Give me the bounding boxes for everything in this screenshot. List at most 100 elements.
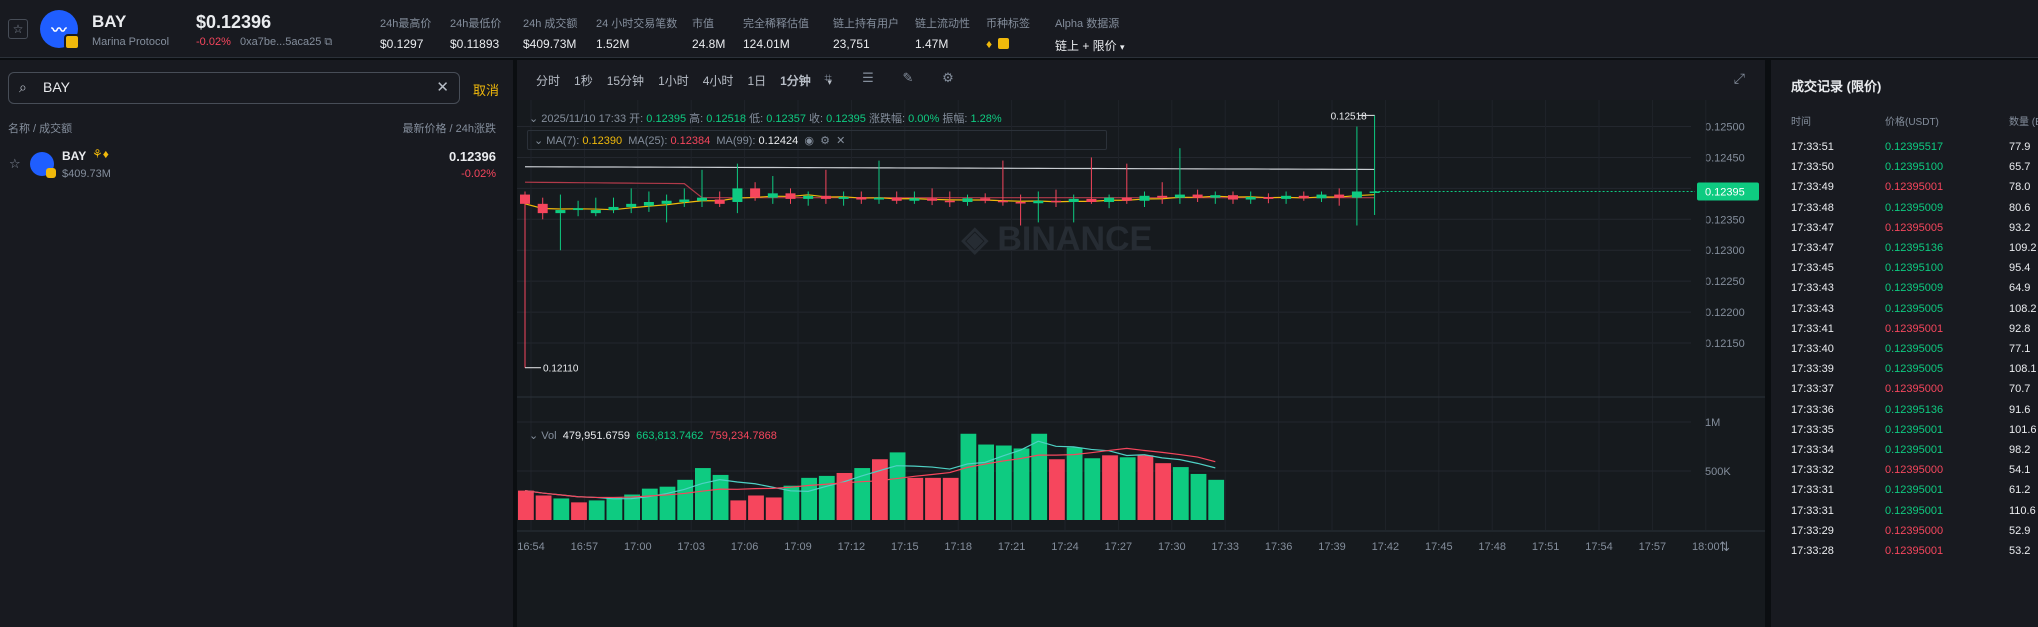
volume-bar: [1119, 457, 1136, 520]
trade-amount: 93.2: [2009, 221, 2031, 234]
volume-label: Vol: [541, 430, 557, 442]
trade-row: 17:33:31 0.12395001 61.2: [1791, 482, 2038, 500]
token-logo-glyph-icon: 〰: [51, 21, 67, 39]
trade-amount: 52.9: [2009, 524, 2031, 537]
volume-bar: [1102, 455, 1118, 520]
list-header-price[interactable]: 最新价格 / 24h涨跌: [402, 123, 496, 135]
trade-price: 0.12395000: [1885, 524, 1944, 537]
drawing-tools-icon[interactable]: ✎: [902, 70, 914, 85]
candle-body: [661, 200, 672, 204]
ohlc-open-label: 开:: [629, 113, 644, 125]
time-tick-label: 17:39: [1318, 541, 1346, 553]
stat-holders: 链上持有用户 23,751: [833, 15, 899, 51]
volume-bar: [1172, 467, 1189, 520]
stat-value: 124.01M: [743, 37, 790, 51]
trade-row: 17:33:35 0.12395001 101.6: [1791, 422, 2038, 440]
favorite-star-icon[interactable]: ☆: [8, 19, 28, 39]
time-tick-label: 17:03: [677, 541, 705, 553]
close-icon[interactable]: ✕: [836, 135, 846, 147]
fullscreen-icon[interactable]: ⤢: [1733, 70, 1745, 86]
stat-fdv: 完全稀释估值 124.01M: [743, 15, 809, 51]
stat-data-source[interactable]: Alpha 数据源 链上 + 限价 ▾: [1055, 15, 1125, 54]
ohlc-close-label: 收:: [809, 113, 824, 125]
candle-body: [626, 203, 637, 207]
visibility-icon[interactable]: ◉: [804, 135, 815, 147]
chart-type-icon[interactable]: ⌗: [824, 70, 832, 85]
candlestick-chart[interactable]: 0.125000.124500.124000.123500.123000.122…: [517, 100, 1765, 627]
candle-body: [1245, 197, 1256, 200]
candle-body: [1263, 197, 1274, 199]
candle-body: [820, 195, 831, 199]
tab-1s[interactable]: 1秒: [574, 74, 593, 88]
chart-area[interactable]: 0.125000.124500.124000.123500.123000.122…: [517, 100, 1765, 627]
price-tick-label: 0.12250: [1705, 276, 1745, 288]
ma25-value: 0.12384: [670, 135, 711, 147]
stat-24h-trades: 24 小时交易笔数 1.52M: [596, 15, 677, 51]
stat-label: 链上流动性: [915, 18, 970, 30]
volume-bar: [641, 488, 658, 520]
tab-4h[interactable]: 4小时: [702, 74, 734, 88]
volume-bar: [677, 479, 694, 520]
list-header-name[interactable]: 名称 / 成交额: [8, 123, 73, 135]
interval-tabs: 分时 1秒 15分钟 1小时 4小时 1日 1分钟 ▾: [536, 72, 860, 89]
volume-ma10-value: 759,234.7868: [709, 430, 777, 442]
tab-1m-dropdown[interactable]: 1分钟 ▾: [780, 72, 846, 89]
tab-15m[interactable]: 15分钟: [606, 74, 645, 88]
trade-row: 17:33:29 0.12395000 52.9: [1791, 523, 2038, 541]
stat-tags: 币种标签 ♦: [986, 15, 1030, 51]
contract-address[interactable]: 0xa7be...5aca25 ⧉: [240, 36, 332, 49]
trade-time: 17:33:29: [1791, 524, 1834, 537]
settings-icon[interactable]: ⚙: [942, 70, 954, 85]
tab-1d[interactable]: 1日: [747, 74, 767, 88]
stat-label: Alpha 数据源: [1055, 18, 1120, 30]
price-tick-label: 0.12450: [1705, 152, 1745, 164]
list-item-volume: $409.73M: [62, 168, 111, 180]
candle-body: [1281, 195, 1292, 199]
search-input[interactable]: [43, 79, 423, 95]
candle-body: [573, 208, 584, 211]
trade-price: 0.12395100: [1885, 262, 1944, 275]
time-tick-label: 17:21: [998, 541, 1026, 553]
time-tick-label: 17:06: [731, 541, 759, 553]
time-tick-label: 18:00: [1692, 541, 1720, 553]
settings-icon[interactable]: ⚙: [820, 135, 831, 147]
candle-body: [590, 210, 601, 214]
indicators-icon[interactable]: ☰: [862, 70, 874, 85]
diamond-tag-icon: ♦: [986, 37, 993, 51]
copy-icon[interactable]: ⧉: [324, 36, 333, 48]
volume-bar: [535, 495, 552, 520]
time-tick-label: 17:36: [1265, 541, 1293, 553]
volume-bar: [553, 498, 570, 520]
candle-body: [767, 193, 778, 198]
trade-time: 17:33:31: [1791, 504, 1834, 517]
collapse-icon[interactable]: ⌄: [529, 430, 542, 442]
candle-body: [643, 201, 654, 206]
trade-time: 17:33:41: [1791, 322, 1834, 335]
list-item-change: -0.02%: [461, 168, 496, 180]
favorite-star-icon[interactable]: ☆: [9, 156, 21, 171]
time-tick-label: 16:54: [517, 541, 545, 553]
time-tick-label: 17:15: [891, 541, 919, 553]
clear-icon[interactable]: ✕: [436, 79, 449, 96]
collapse-icon[interactable]: ⌄: [534, 135, 547, 147]
trade-amount: 108.2: [2009, 302, 2037, 315]
tab-1h[interactable]: 1小时: [658, 74, 689, 88]
stat-24h-high: 24h最高价 $0.1297: [380, 15, 431, 51]
cancel-button[interactable]: 取消: [473, 83, 500, 98]
trade-price: 0.12395000: [1885, 464, 1944, 477]
price-tick-label: 0.12300: [1705, 245, 1745, 257]
candle-body: [980, 198, 991, 201]
time-tick-label: 17:57: [1639, 541, 1667, 553]
trade-time: 17:33:35: [1791, 423, 1834, 436]
volume-bar: [1208, 479, 1225, 520]
trade-time: 17:33:48: [1791, 201, 1834, 214]
tab-time-sharing[interactable]: 分时: [536, 74, 561, 88]
ma99-label: MA(99): [716, 135, 753, 147]
price-tick-label: 0.12200: [1705, 307, 1745, 319]
collapse-icon[interactable]: ⌄: [529, 113, 542, 125]
volume-bar: [818, 475, 835, 520]
search-field[interactable]: ⌕ ✕: [8, 72, 460, 104]
trade-time: 17:33:40: [1791, 343, 1834, 355]
stat-label: 币种标签: [986, 18, 1030, 30]
ma-legend[interactable]: ⌄ MA(7): 0.12390 MA(25): 0.12384 MA(99):…: [527, 130, 1107, 150]
